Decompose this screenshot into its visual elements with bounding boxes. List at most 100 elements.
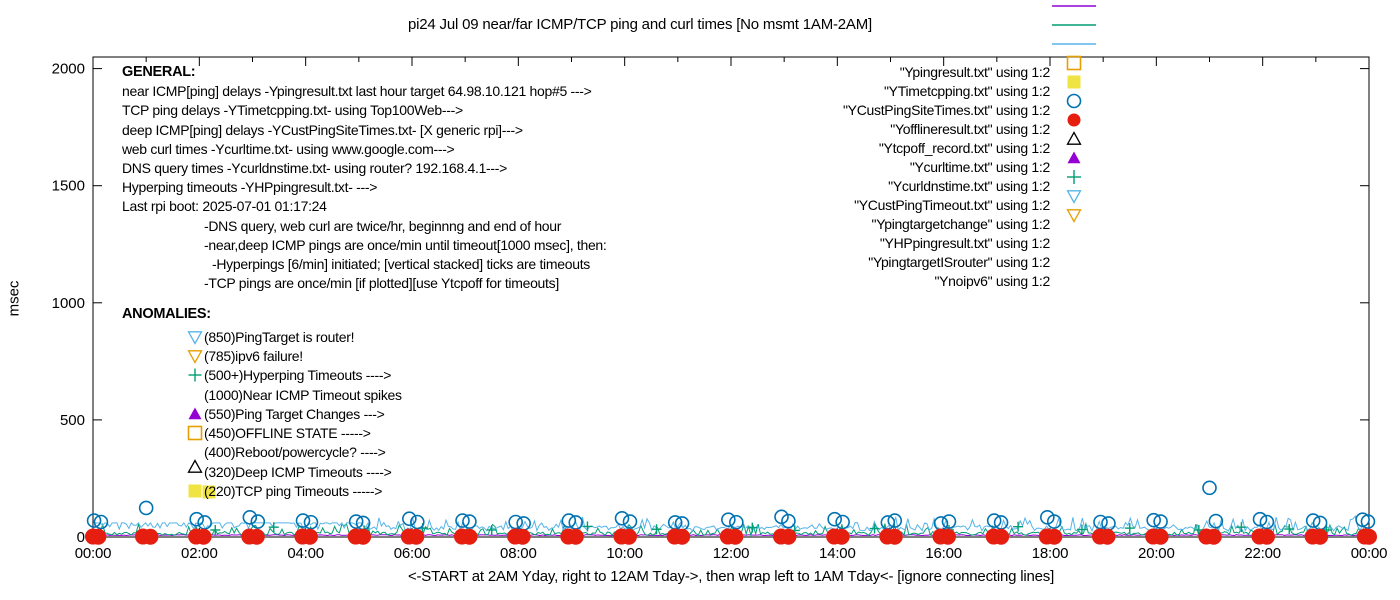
circle-open-marker-icon	[348, 514, 364, 529]
x-tick-label: 00:00	[75, 545, 112, 562]
general-note-line: -TCP pings are once/min [if plotted][use…	[204, 275, 559, 292]
legend-item-label: "YTimetcpping.txt" using 1:2	[884, 82, 1050, 99]
anomaly-item-label: (850)PingTarget is router!	[204, 328, 355, 345]
circle-open-marker-icon	[462, 514, 477, 529]
anomaly-item-label: (500+)Hyperping Timeouts ---->	[204, 367, 392, 384]
circle-open-marker-icon	[410, 514, 425, 530]
anomaly-item: (400)Reboot/powercycle? ---->	[186, 443, 402, 462]
circle-filled-marker-icon	[833, 528, 850, 545]
circle-open-marker-icon	[250, 514, 266, 529]
circle-open-marker-icon	[1066, 93, 1082, 108]
anomaly-item-label: (785)ipv6 failure!	[204, 347, 303, 364]
x-tick-label: 22:00	[1244, 545, 1281, 562]
circle-open-marker-icon	[1202, 480, 1217, 496]
scatter-series-YHPpingresult.txt	[210, 521, 1332, 536]
x-tick-label: 00:00	[1351, 545, 1388, 562]
circle-filled-marker-icon	[195, 528, 212, 545]
legend-triangle-filled-icon	[1067, 151, 1081, 163]
anomaly-item-label: (220)TCP ping Timeouts ----->	[204, 483, 383, 500]
general-note-line: deep ICMP[ping] delays -YCustPingSiteTim…	[122, 121, 523, 138]
legend: "Ypingresult.txt" using 1:2 "YTimetcpping…	[830, 4, 1350, 290]
square-open-marker-icon	[1066, 55, 1082, 70]
circle-open-marker-icon	[614, 510, 630, 526]
triangle-down-open-marker-icon	[187, 350, 203, 364]
legend-item-label: "Yofflineresult.txt" using 1:2	[890, 120, 1050, 137]
circle-open-marker-icon	[1259, 514, 1275, 530]
circle-open-marker-icon	[1146, 512, 1161, 528]
circle-open-marker-icon	[561, 513, 577, 528]
square-double-filled-marker-icon	[188, 484, 202, 498]
circle-open-marker-icon	[295, 513, 311, 528]
y-tick-label: 0	[77, 529, 85, 546]
circle-open-marker-icon	[303, 514, 319, 530]
circle-open-marker-icon	[835, 514, 850, 530]
anomaly-item-label: (320)Deep ICMP Timeouts ---->	[204, 463, 392, 480]
triangle-down-open-marker-icon	[187, 330, 203, 345]
legend-item: "Ypingtargetchange" using 1:2	[830, 151, 1350, 233]
circle-open-marker-icon	[455, 513, 470, 528]
legend-item: "YpingtargetISrouter" using 1:2	[830, 189, 1350, 271]
anomaly-item: (1000)Near ICMP Timeout spikes	[186, 385, 402, 404]
circle-filled-marker-icon	[461, 528, 478, 545]
circle-open-marker-icon	[887, 513, 903, 528]
circle-filled-marker-icon	[939, 528, 956, 545]
circle-filled-marker-icon	[1099, 528, 1116, 545]
legend-item-label: "YpingtargetISrouter" using 1:2	[868, 253, 1050, 270]
legend-circle-filled-icon	[1067, 113, 1081, 126]
general-heading: GENERAL:	[122, 64, 196, 80]
circle-filled-marker-icon	[1312, 528, 1329, 545]
circle-filled-marker-icon	[355, 528, 372, 545]
x-tick-label: 10:00	[606, 545, 643, 562]
legend-item-label: "YCustPingTimeout.txt" using 1:2	[854, 196, 1050, 213]
circle-open-marker-icon	[721, 512, 736, 527]
legend-triangle-down-open-icon	[1066, 208, 1082, 223]
square-open-marker-icon	[187, 425, 203, 441]
circle-open-marker-icon	[93, 514, 109, 530]
x-tick-label: 18:00	[1032, 545, 1069, 562]
legend-item-label: "Ypingresult.txt" using 1:2	[899, 63, 1051, 80]
anomalies-heading: ANOMALIES:	[122, 306, 211, 322]
legend-item: "Ycurldnstime.txt" using 1:2	[830, 113, 1350, 195]
circle-open-marker-icon	[1208, 513, 1224, 529]
triangle-down-open-marker-icon	[1066, 208, 1082, 223]
circle-filled-marker-icon	[1152, 528, 1169, 545]
general-note-line: DNS query times -Ycurldnstime.txt- using…	[122, 160, 508, 177]
legend-item: "YHPpingresult.txt" using 1:2	[830, 169, 1350, 252]
legend-item: "Ynoipv6" using 1:2	[830, 208, 1350, 290]
general-note-line: Last rpi boot: 2025-07-01 01:17:24	[122, 198, 327, 215]
square-open-marker-icon	[187, 425, 203, 441]
circle-open-marker-icon	[189, 511, 204, 527]
legend-square-open-icon	[1066, 55, 1082, 70]
square-double-filled-marker-icon	[202, 485, 216, 499]
general-note-line: Hyperping timeouts -YHPpingresult.txt- -…	[122, 179, 378, 196]
circle-filled-marker-icon	[886, 528, 903, 545]
legend-item-label: "Ycurldnstime.txt" using 1:2	[888, 177, 1050, 194]
anomaly-marker-slot	[186, 386, 204, 404]
legend-plus-icon	[1067, 169, 1081, 184]
circle-open-marker-icon	[1153, 514, 1168, 529]
triangle-open-marker-icon	[187, 458, 203, 473]
x-tick-label: 12:00	[713, 545, 750, 562]
circle-open-marker-icon	[1305, 513, 1321, 528]
circle-filled-marker-icon	[514, 528, 531, 545]
anomaly-item: (550)Ping Target Changes --->	[186, 404, 402, 423]
triangle-filled-marker-icon	[1067, 151, 1081, 163]
triangle-down-open-marker-icon	[187, 330, 203, 345]
circle-filled-marker-icon	[408, 528, 425, 545]
circle-filled-marker-icon	[1046, 528, 1063, 545]
chart-title: pi24 Jul 09 near/far ICMP/TCP ping and c…	[408, 16, 872, 33]
circle-open-marker-icon	[242, 510, 258, 525]
x-tick-label: 20:00	[1138, 545, 1175, 562]
general-lines: near ICMP[ping] delays -Ypingresult.txt …	[122, 82, 607, 293]
circle-filled-marker-icon	[1361, 528, 1377, 545]
square-filled-marker-icon	[1067, 75, 1081, 88]
anomaly-item-label: (1000)Near ICMP Timeout spikes	[204, 386, 402, 403]
legend-line-icon	[1052, 23, 1096, 26]
general-note-line: TCP ping delays -YTimetcpping.txt- using…	[122, 102, 463, 119]
x-tick-label: 06:00	[394, 545, 431, 562]
circle-open-marker-icon	[1360, 514, 1376, 529]
circle-filled-marker-icon	[567, 528, 584, 545]
y-tick-label: 2000	[52, 61, 85, 78]
